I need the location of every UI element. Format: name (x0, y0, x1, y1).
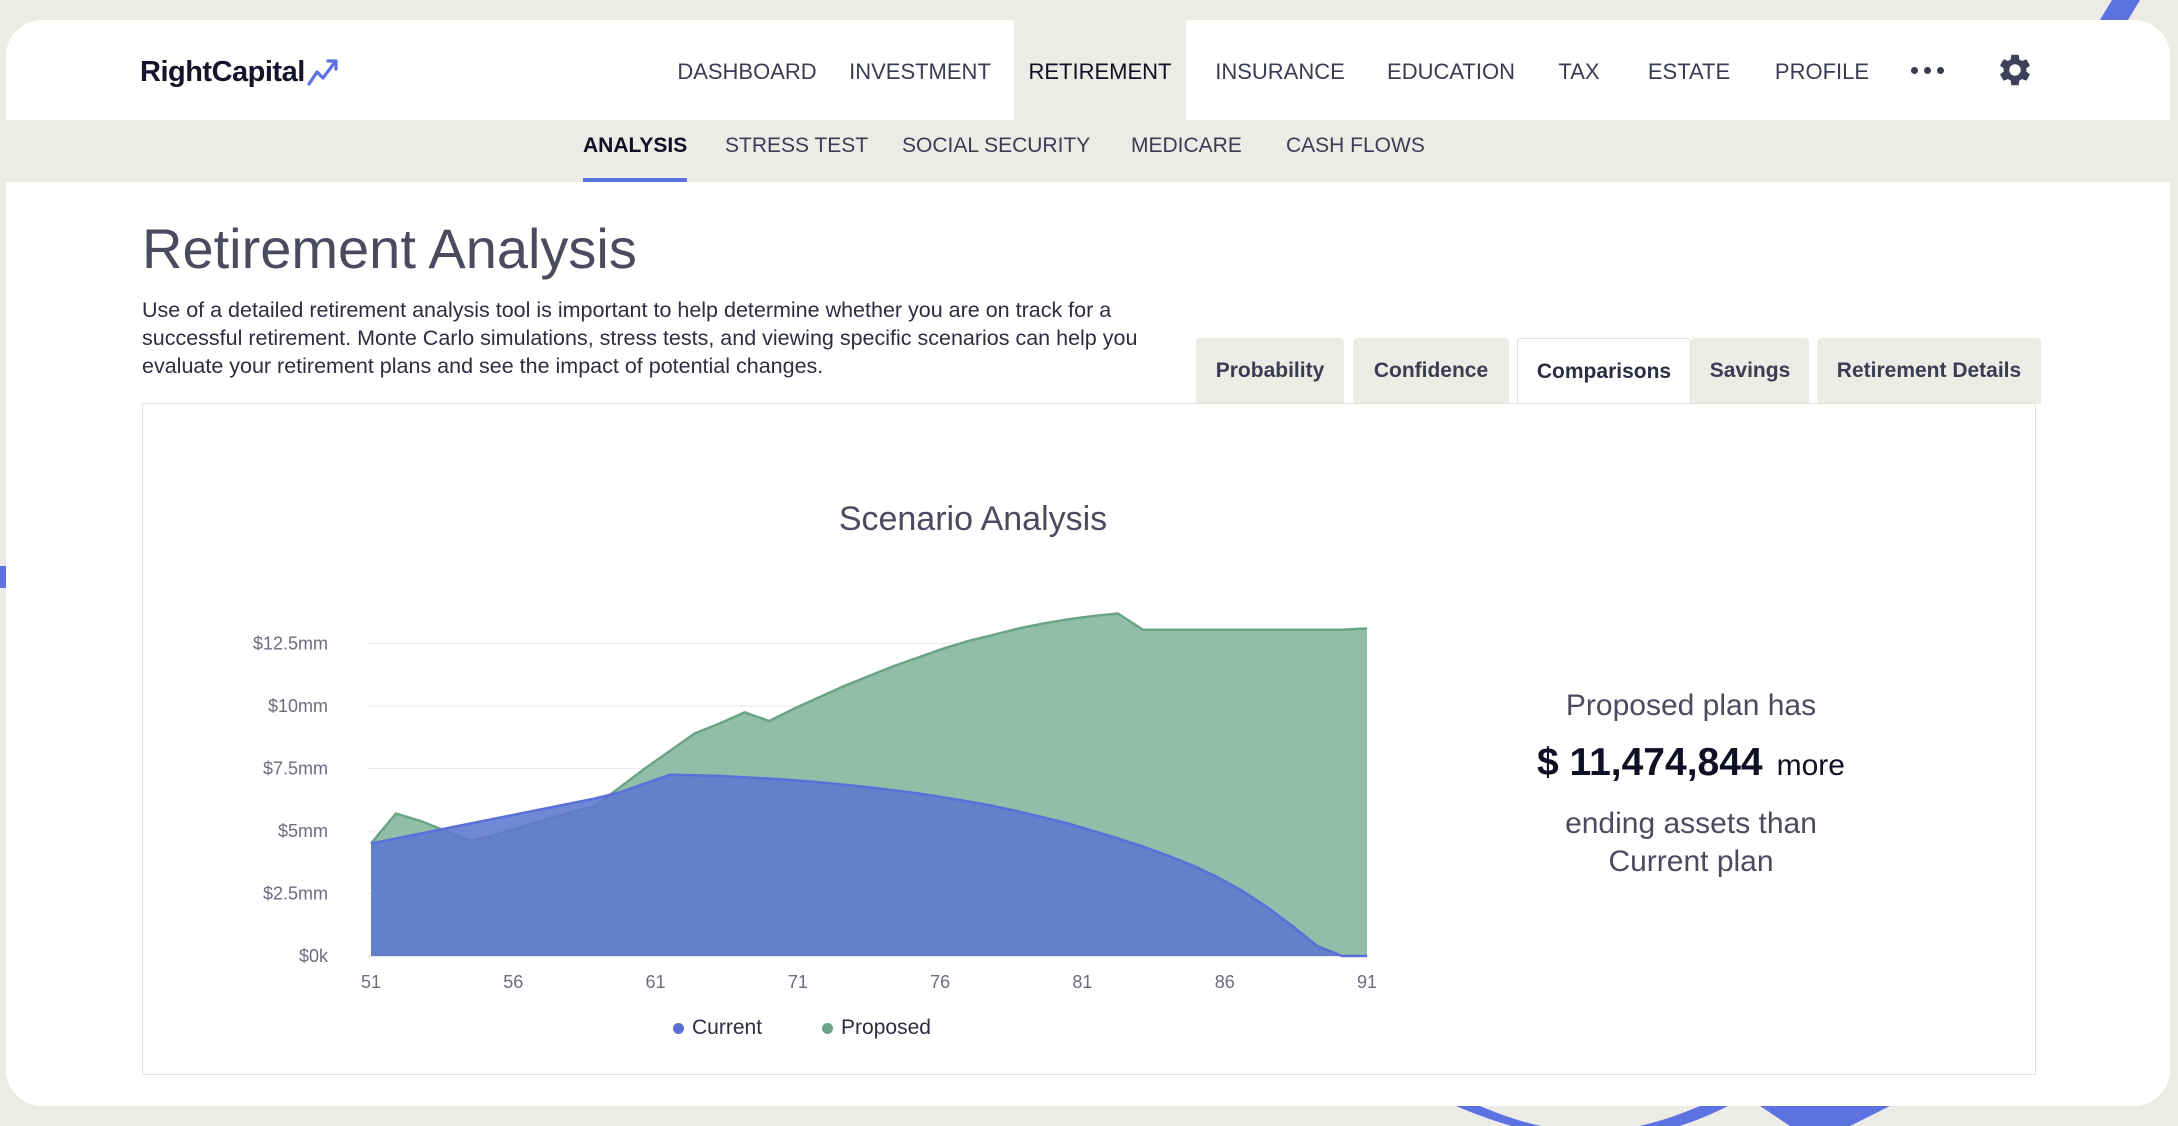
summary-caption-line1: ending assets than (1565, 807, 1817, 840)
tab-savings[interactable]: Savings (1691, 338, 1809, 404)
legend-item-proposed[interactable]: Proposed (822, 1016, 931, 1040)
x-tick-label: 81 (1072, 972, 1092, 992)
nav-investment[interactable]: INVESTMENT (849, 59, 991, 84)
current-area (371, 774, 1367, 956)
tab-retirement-details[interactable]: Retirement Details (1817, 338, 2041, 404)
tab-confidence[interactable]: Confidence (1353, 338, 1509, 404)
x-tick-label: 51 (361, 972, 381, 992)
subnav-analysis[interactable]: ANALYSIS (583, 120, 688, 182)
x-tick-label: 76 (930, 972, 950, 992)
nav-estate[interactable]: ESTATE (1647, 59, 1731, 84)
summary-caption-line2: Current plan (1608, 845, 1774, 878)
current-line (370, 773, 1367, 958)
tab-comparisons[interactable]: Comparisons (1517, 338, 1691, 406)
summary-more-label: more (1776, 749, 1845, 782)
nav-retirement[interactable]: RETIREMENT (1014, 20, 1186, 120)
nav-insurance[interactable]: INSURANCE (1215, 59, 1345, 84)
x-tick-label: 71 (788, 972, 808, 992)
subnav-cash-flows[interactable]: CASH FLOWS (1286, 134, 1425, 157)
y-tick-label: $5mm (278, 821, 328, 841)
sub-navigation: ANALYSIS STRESS TEST SOCIAL SECURITY MED… (6, 120, 2170, 182)
x-tick-label: 86 (1215, 972, 1235, 992)
summary-amount: $ 11,474,844 (1537, 741, 1763, 784)
chart-legend: Current Proposed (673, 1016, 931, 1040)
scenario-chart: $0k $2.5mm $5mm $7.5mm $10mm $12.5mm 51 56 61 71 7… (253, 612, 1377, 992)
nav-dashboard[interactable]: DASHBOARD (677, 59, 817, 84)
subnav-social-security[interactable]: SOCIAL SECURITY (902, 134, 1091, 157)
subnav-stress-test[interactable]: STRESS TEST (725, 134, 869, 157)
y-tick-label: $10mm (268, 696, 328, 716)
gear-icon[interactable] (1996, 51, 2034, 89)
y-tick-label: $7.5mm (263, 759, 328, 779)
nav-education[interactable]: EDUCATION (1387, 59, 1515, 84)
x-tick-label: 91 (1357, 972, 1377, 992)
legend-dot-current (673, 1022, 684, 1034)
summary-heading: Proposed plan has (1565, 689, 1817, 722)
x-tick-label: 56 (503, 972, 523, 992)
summary-amount-row: $ 11,474,844 more (1491, 741, 1891, 785)
subnav-medicare[interactable]: MEDICARE (1131, 134, 1242, 157)
chart-title: Scenario Analysis (838, 500, 1108, 538)
legend-dot-proposed (822, 1022, 834, 1034)
page-title: Retirement Analysis (142, 217, 637, 280)
y-tick-label: $2.5mm (263, 884, 328, 904)
page-intro: Use of a detailed retirement analysis to… (142, 298, 1138, 378)
comparison-summary: Proposed plan has $ 11,474,844 more endi… (1491, 689, 1891, 881)
legend-item-current[interactable]: Current (673, 1016, 762, 1040)
legend-label-current: Current (692, 1016, 763, 1039)
top-navigation: RightCapital DASHBOARD INVESTMENT RETIRE… (6, 20, 2170, 120)
brand-name: RightCapital (140, 55, 305, 88)
app-window: RightCapital DASHBOARD INVESTMENT RETIRE… (6, 20, 2170, 1106)
more-horizontal-icon[interactable] (1911, 67, 1944, 74)
x-tick-label: 61 (646, 972, 666, 992)
comparison-panel: Scenario Analysis $0k $2.5mm $5mm $7.5mm $10… (142, 403, 2036, 1075)
legend-label-proposed: Proposed (841, 1016, 931, 1039)
brand-logo[interactable]: RightCapital (140, 52, 341, 92)
tab-probability[interactable]: Probability (1196, 338, 1344, 404)
y-tick-label: $12.5mm (253, 634, 328, 654)
nav-tax[interactable]: TAX (1558, 59, 1600, 84)
summary-caption: ending assets than Current plan (1491, 805, 1891, 881)
trend-arrow-icon (307, 59, 338, 86)
y-tick-label: $0k (299, 946, 329, 966)
nav-profile[interactable]: PROFILE (1774, 59, 1870, 84)
